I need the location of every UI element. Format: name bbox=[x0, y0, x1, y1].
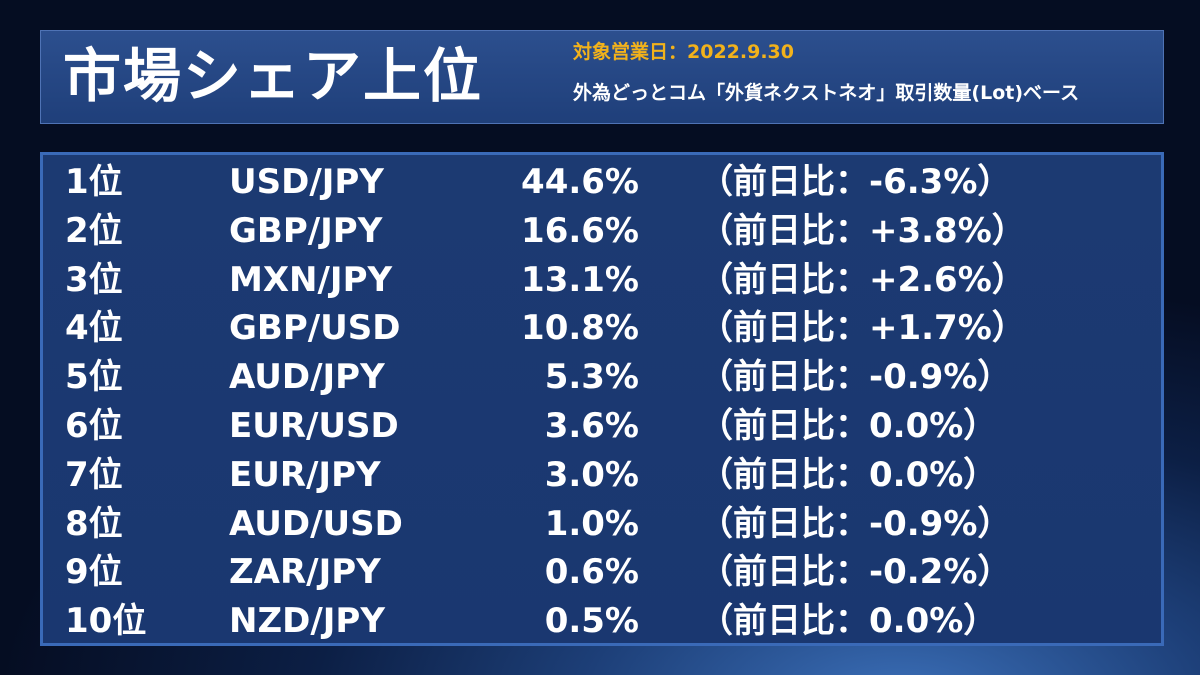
ranking-row: 5位 AUD/JPY 5.3% （前日比：-0.9%） bbox=[43, 353, 1161, 402]
page-title: 市場シェア上位 bbox=[63, 42, 484, 110]
market-share: 44.6% bbox=[521, 162, 639, 202]
day-change: （前日比：+1.7%） bbox=[699, 308, 1026, 349]
currency-pair: NZD/JPY bbox=[229, 601, 385, 642]
ranking-row: 7位 EUR/JPY 3.0% （前日比：0.0%） bbox=[43, 451, 1161, 500]
header-banner: 市場シェア上位 対象営業日：2022.9.30 外為どっとコム「外貨ネクストネオ… bbox=[40, 30, 1164, 124]
rank-label: 3位 bbox=[65, 259, 123, 300]
day-change: （前日比：0.0%） bbox=[699, 405, 998, 446]
ranking-row: 3位 MXN/JPY 13.1% （前日比：+2.6%） bbox=[43, 256, 1161, 305]
ranking-row: 2位 GBP/JPY 16.6% （前日比：+3.8%） bbox=[43, 207, 1161, 256]
currency-pair: AUD/USD bbox=[229, 503, 403, 544]
market-share: 10.8% bbox=[521, 308, 639, 349]
rank-label: 5位 bbox=[65, 357, 123, 398]
rank-label: 9位 bbox=[65, 552, 123, 593]
currency-pair: USD/JPY bbox=[229, 162, 384, 202]
rank-label: 1位 bbox=[65, 162, 123, 202]
market-share: 3.0% bbox=[544, 454, 639, 495]
day-change: （前日比：-0.9%） bbox=[699, 357, 1012, 398]
ranking-row: 1位 USD/JPY 44.6% （前日比：-6.3%） bbox=[43, 158, 1161, 207]
ranking-row: 9位 ZAR/JPY 0.6% （前日比：-0.2%） bbox=[43, 548, 1161, 597]
basis-label: 外為どっとコム「外貨ネクストネオ」取引数量(Lot)ベース bbox=[573, 82, 1080, 104]
ranking-row: 8位 AUD/USD 1.0% （前日比：-0.9%） bbox=[43, 500, 1161, 549]
market-share: 5.3% bbox=[544, 357, 639, 398]
currency-pair: AUD/JPY bbox=[229, 357, 385, 398]
market-share: 3.6% bbox=[544, 405, 639, 446]
currency-pair: GBP/USD bbox=[229, 308, 401, 349]
ranking-list: 1位 USD/JPY 44.6% （前日比：-6.3%） 2位 GBP/JPY … bbox=[43, 158, 1161, 646]
day-change: （前日比：-0.2%） bbox=[699, 552, 1012, 593]
currency-pair: EUR/USD bbox=[229, 405, 399, 446]
currency-pair: ZAR/JPY bbox=[229, 552, 381, 593]
rank-label: 2位 bbox=[65, 210, 123, 251]
market-share: 0.6% bbox=[544, 552, 639, 593]
currency-pair: EUR/JPY bbox=[229, 454, 381, 495]
business-date-label: 対象営業日：2022.9.30 bbox=[573, 41, 794, 63]
day-change: （前日比：-0.9%） bbox=[699, 503, 1012, 544]
rank-label: 10位 bbox=[65, 601, 147, 642]
rank-label: 6位 bbox=[65, 405, 123, 446]
market-share: 16.6% bbox=[521, 210, 639, 251]
day-change: （前日比：0.0%） bbox=[699, 601, 998, 642]
day-change: （前日比：+3.8%） bbox=[699, 210, 1026, 251]
rank-label: 7位 bbox=[65, 454, 123, 495]
day-change: （前日比：-6.3%） bbox=[699, 162, 1012, 202]
ranking-row: 6位 EUR/USD 3.6% （前日比：0.0%） bbox=[43, 402, 1161, 451]
ranking-row: 10位 NZD/JPY 0.5% （前日比：0.0%） bbox=[43, 597, 1161, 646]
ranking-row: 4位 GBP/USD 10.8% （前日比：+1.7%） bbox=[43, 304, 1161, 353]
rank-label: 4位 bbox=[65, 308, 123, 349]
day-change: （前日比：0.0%） bbox=[699, 454, 998, 495]
rank-label: 8位 bbox=[65, 503, 123, 544]
market-share: 1.0% bbox=[544, 503, 639, 544]
currency-pair: GBP/JPY bbox=[229, 210, 383, 251]
day-change: （前日比：+2.6%） bbox=[699, 259, 1026, 300]
market-share: 13.1% bbox=[521, 259, 639, 300]
ranking-panel: 1位 USD/JPY 44.6% （前日比：-6.3%） 2位 GBP/JPY … bbox=[40, 152, 1164, 646]
market-share: 0.5% bbox=[544, 601, 639, 642]
currency-pair: MXN/JPY bbox=[229, 259, 393, 300]
